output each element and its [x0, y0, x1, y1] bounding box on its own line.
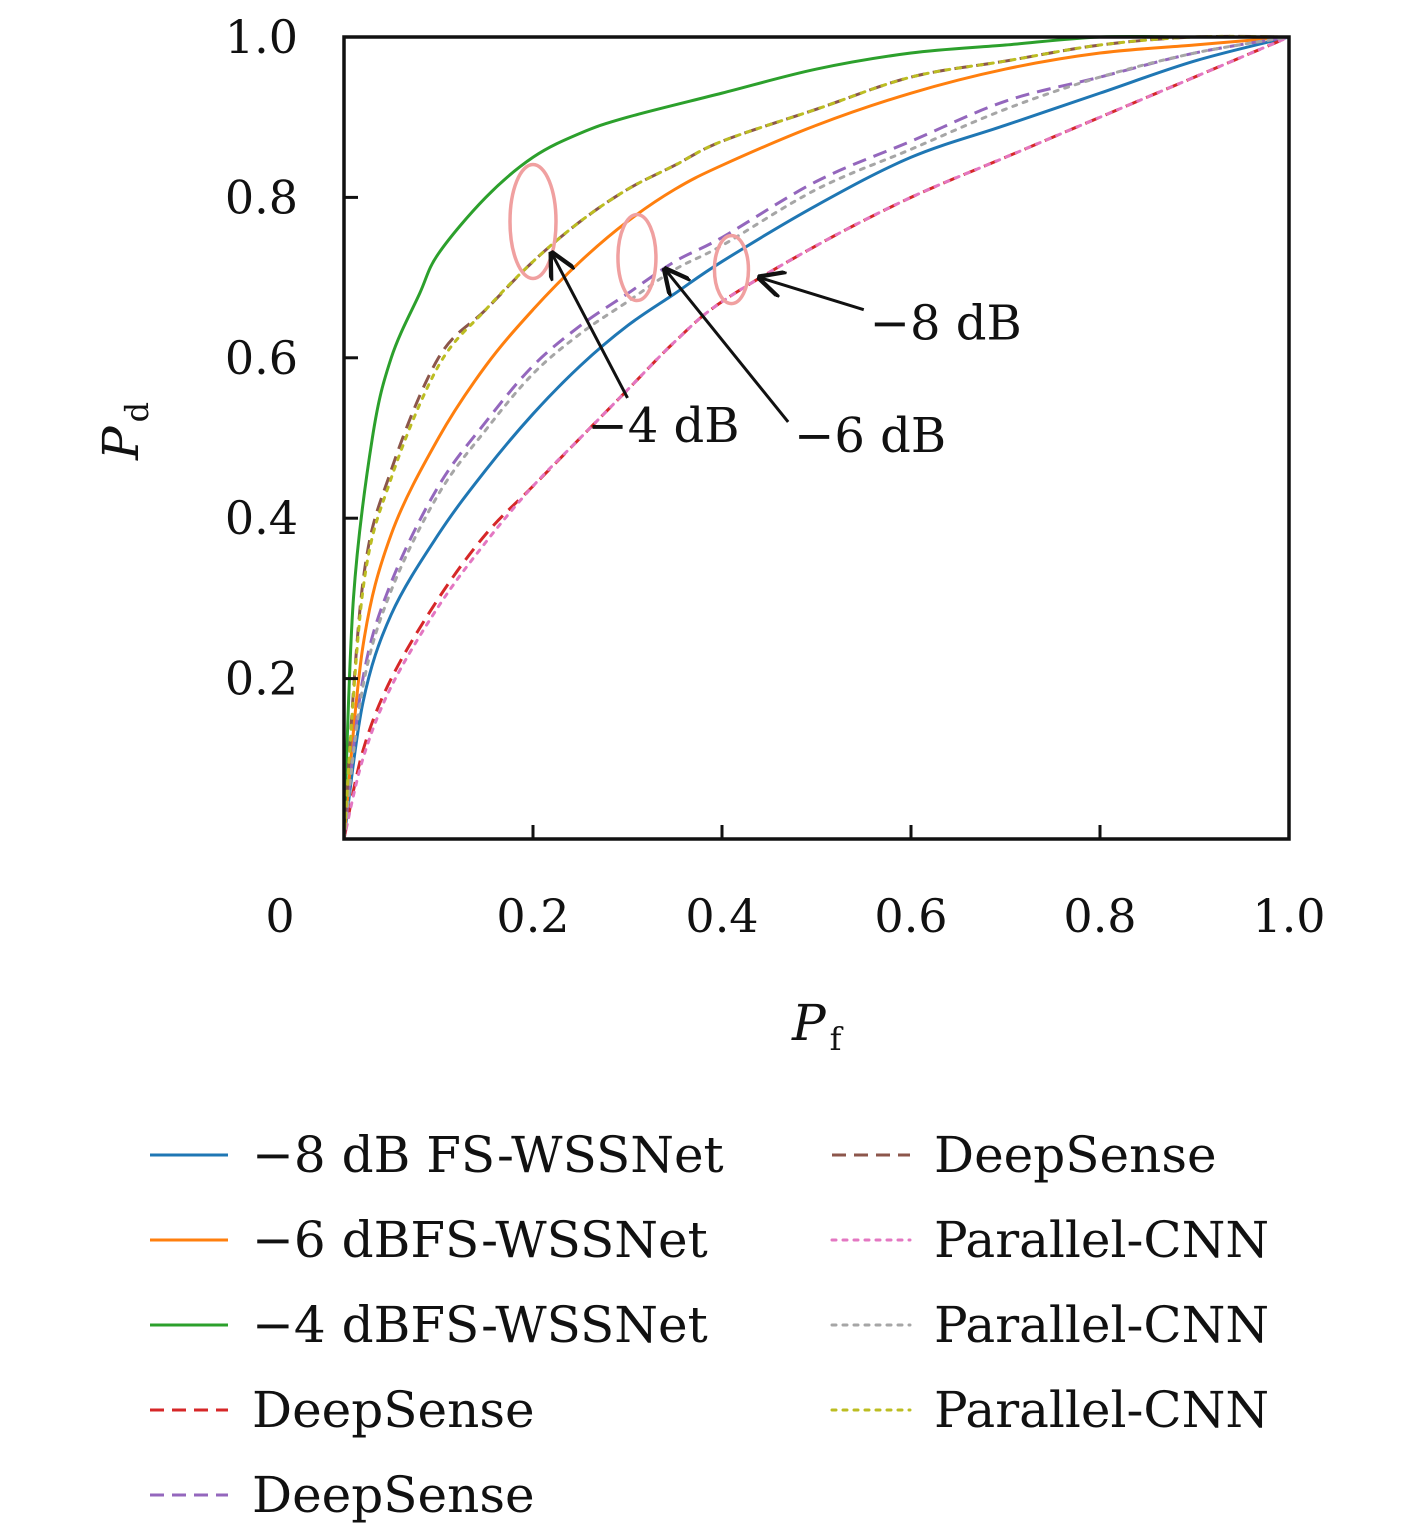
annotation-label-3: −4 dB — [588, 398, 740, 454]
legend-label-6: DeepSense — [934, 1126, 1217, 1184]
legend-label-2: −6 dBFS-WSSNet — [252, 1211, 708, 1269]
y-axis-label-group: Pd — [92, 402, 156, 461]
plot-frame — [342, 35, 1291, 841]
x-tick-label: 1.0 — [1252, 889, 1325, 943]
legend-label-4: DeepSense — [252, 1381, 535, 1439]
series-line-7 — [342, 35, 1291, 841]
legend-label-8: Parallel-CNN — [934, 1296, 1269, 1354]
y-tick-label: 1.0 — [225, 10, 298, 64]
y-tick-label: 0.6 — [225, 331, 298, 385]
legend-label-1: −8 dB FS-WSSNet — [252, 1126, 724, 1184]
y-tick-label: 0.8 — [225, 170, 298, 224]
x-tick-label: 0.6 — [874, 889, 947, 943]
annotation-arrow-1 — [760, 278, 865, 312]
annotation-ellipse-1 — [712, 233, 751, 306]
legend-label-3: −4 dBFS-WSSNet — [252, 1296, 708, 1354]
series-line-9 — [342, 34, 1291, 841]
x-tick-label: 0.4 — [685, 889, 758, 943]
y-axis-label: Pd — [92, 402, 156, 461]
annotation-arrow-2 — [665, 270, 790, 423]
series-line-6 — [342, 34, 1290, 840]
x-tick-label: 0 — [265, 889, 294, 943]
legend: −8 dB FS-WSSNet −6 dBFS-WSSNet −4 dBFS-WSS… — [150, 1126, 1269, 1524]
y-tick-label: 0.2 — [225, 652, 298, 706]
annotation-arrow-3 — [552, 254, 629, 399]
x-tick-label: 0.2 — [496, 889, 569, 943]
annotation-label-1: −8 dB — [870, 296, 1022, 352]
series-line-3 — [342, 34, 1289, 840]
series-layer — [342, 34, 1291, 841]
annotation-ellipse-2 — [616, 212, 658, 303]
tick-layer: 0 0.2 0.4 0.6 0.8 1.0 0.2 0.4 0.6 0.8 1.0 — [225, 10, 1326, 943]
annotation-ellipse-3 — [508, 162, 558, 281]
x-tick-label: 0.8 — [1063, 889, 1136, 943]
annotation-label-2: −6 dB — [794, 408, 946, 464]
series-line-8 — [342, 35, 1291, 841]
annotation-layer: −8 dB −6 dB −4 dB — [508, 162, 1022, 464]
legend-label-5: DeepSense — [252, 1466, 535, 1524]
series-line-5 — [342, 35, 1290, 840]
y-tick-label: 0.4 — [225, 491, 298, 545]
series-line-2 — [342, 35, 1290, 840]
legend-label-7: Parallel-CNN — [934, 1211, 1269, 1269]
legend-label-9: Parallel-CNN — [934, 1381, 1269, 1439]
series-line-1 — [342, 35, 1290, 840]
